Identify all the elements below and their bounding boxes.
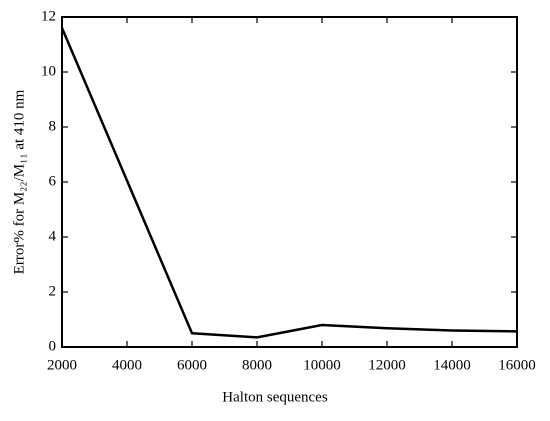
- y-tick-label: 8: [49, 118, 57, 134]
- plot-frame: [61, 16, 518, 348]
- x-tick-label: 2000: [47, 357, 77, 373]
- y-tick-label: 4: [49, 228, 57, 244]
- x-tick-label: 12000: [368, 357, 406, 373]
- x-tick-label: 14000: [433, 357, 471, 373]
- y-tick-label: 6: [49, 173, 57, 189]
- y-tick-label: 2: [49, 283, 57, 299]
- y-tick-label: 12: [41, 8, 56, 24]
- x-axis-label: Halton sequences: [222, 389, 328, 405]
- x-tick-label: 16000: [498, 357, 536, 373]
- x-tick-label: 8000: [242, 357, 272, 373]
- x-tick-label: 10000: [303, 357, 341, 373]
- x-tick-label: 6000: [177, 357, 207, 373]
- data-line: [60, 27, 518, 339]
- y-tick-label: 0: [49, 338, 57, 354]
- x-tick-label: 4000: [112, 357, 142, 373]
- y-tick-label: 10: [41, 63, 56, 79]
- y-axis-label: Error% for M₂₂/M₁₁ at 410 nm: [11, 89, 27, 274]
